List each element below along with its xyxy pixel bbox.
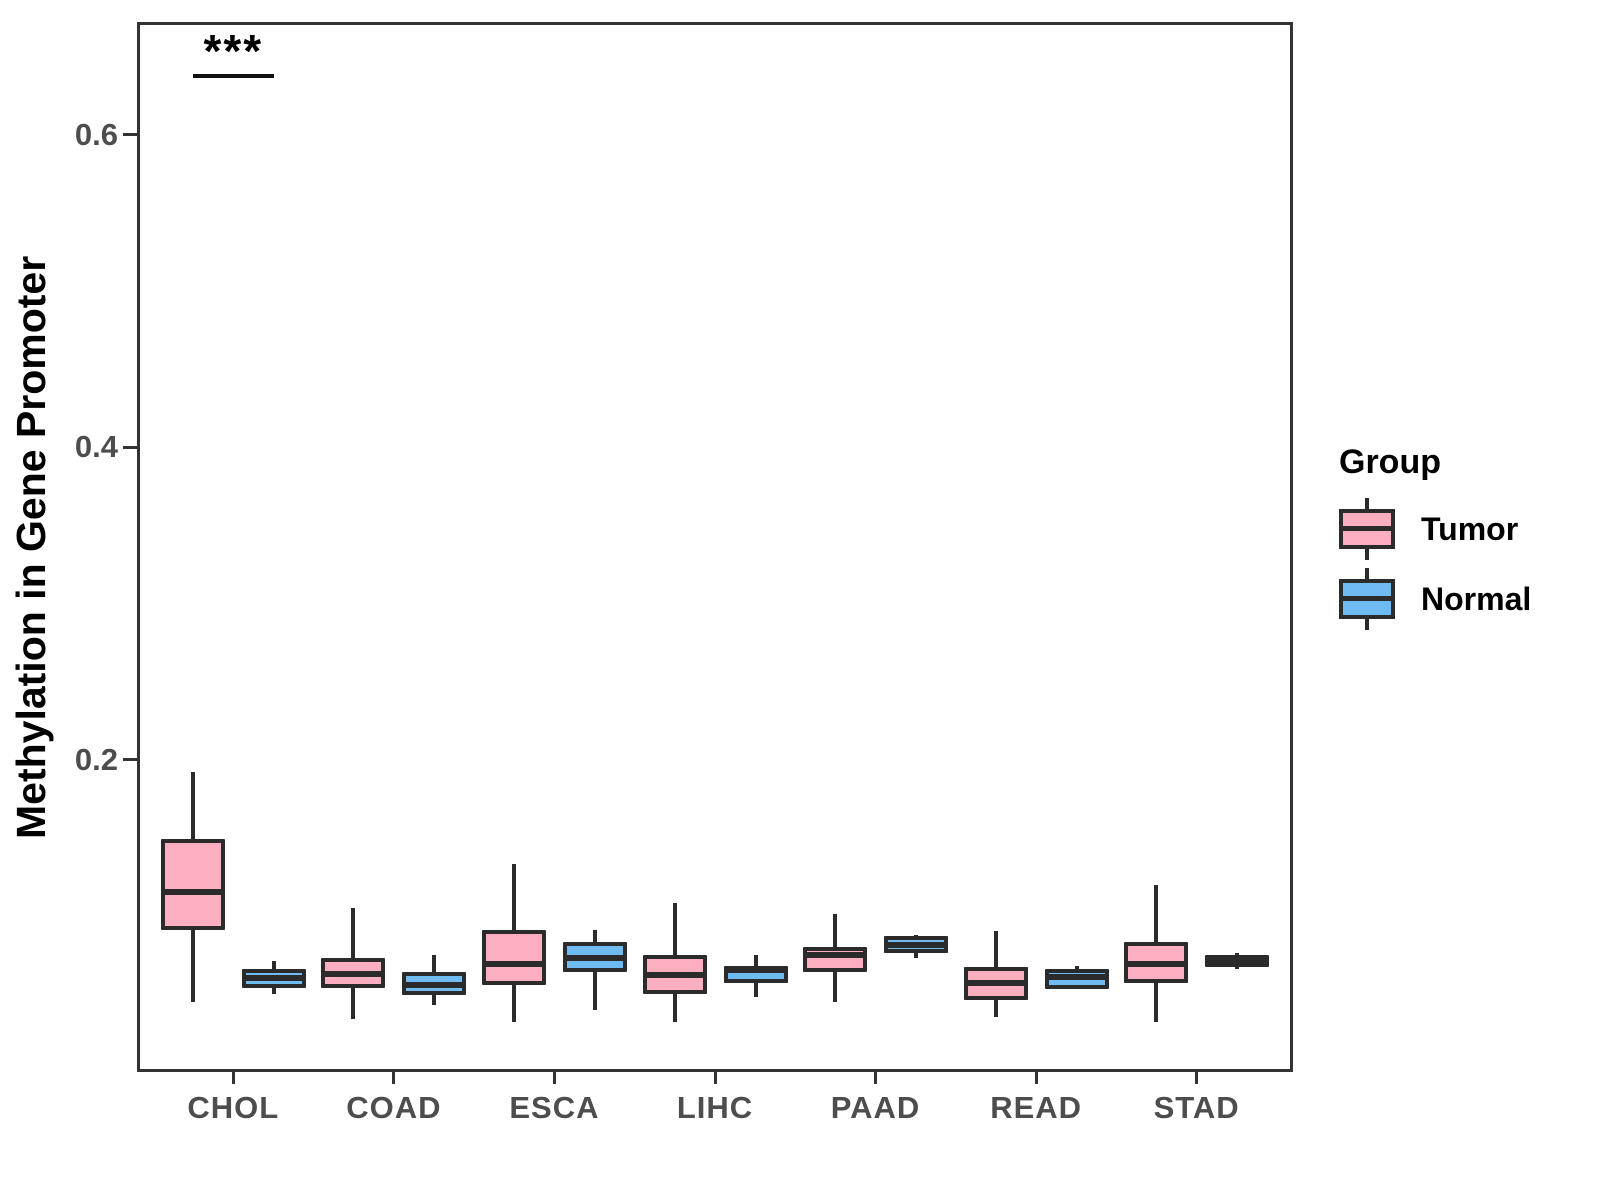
glyph-whisker bbox=[1365, 549, 1369, 560]
legend-label-normal: Normal bbox=[1421, 580, 1532, 617]
glyph-median bbox=[1339, 596, 1395, 601]
significance-bar bbox=[192, 73, 274, 78]
x-axis-tick-label: PAAD bbox=[830, 1090, 921, 1125]
box-median-line bbox=[723, 967, 788, 974]
x-axis-tick-mark bbox=[1034, 1072, 1038, 1084]
y-axis-title: Methylation in Gene Promoter bbox=[8, 255, 54, 839]
x-axis-tick-mark bbox=[231, 1072, 235, 1084]
x-axis-tick-mark bbox=[874, 1072, 878, 1084]
box-median-line bbox=[402, 981, 467, 988]
legend-title: Group bbox=[1339, 443, 1441, 481]
box-median-line bbox=[1205, 958, 1270, 965]
box-median-line bbox=[963, 979, 1028, 986]
legend-entry-normal: Normal bbox=[1337, 564, 1597, 634]
y-axis-tick-mark bbox=[123, 758, 137, 761]
y-axis-tick-mark bbox=[123, 133, 137, 136]
box-tumor-PAAD bbox=[803, 947, 868, 972]
box-median-line bbox=[642, 972, 707, 979]
glyph-whisker bbox=[1365, 568, 1369, 579]
box-median-line bbox=[803, 951, 868, 958]
boxplot-glyph-icon bbox=[1339, 498, 1395, 560]
box-median-line bbox=[481, 961, 546, 968]
box-median-line bbox=[1044, 973, 1109, 980]
glyph-whisker bbox=[1365, 619, 1369, 630]
significance-label: *** bbox=[203, 24, 264, 77]
box-tumor-ESCA bbox=[481, 929, 546, 985]
y-axis-tick-label: 0.6 bbox=[74, 116, 118, 152]
box-median-line bbox=[160, 889, 225, 896]
x-axis-tick-label: READ bbox=[990, 1090, 1083, 1125]
x-axis-tick-mark bbox=[392, 1072, 396, 1084]
x-axis-tick-label: STAD bbox=[1153, 1090, 1240, 1125]
x-axis-tick-mark bbox=[552, 1072, 556, 1084]
x-axis-tick-label: CHOL bbox=[187, 1090, 280, 1125]
x-axis-tick-label: ESCA bbox=[509, 1090, 600, 1125]
legend: Group Tumor Normal bbox=[1337, 443, 1597, 634]
x-axis-tick-mark bbox=[713, 1072, 717, 1084]
plot-panel bbox=[137, 22, 1293, 1072]
x-axis-tick-label: COAD bbox=[346, 1090, 442, 1125]
y-axis-tick-mark bbox=[123, 445, 137, 449]
x-axis-tick-label: LIHC bbox=[676, 1090, 754, 1125]
x-axis-tick-mark bbox=[1195, 1072, 1199, 1084]
legend-label-tumor: Tumor bbox=[1421, 510, 1519, 547]
glyph-median bbox=[1339, 526, 1395, 531]
box-tumor-CHOL bbox=[160, 839, 225, 930]
boxplot-glyph-icon bbox=[1339, 568, 1395, 630]
glyph-whisker bbox=[1365, 498, 1369, 509]
y-axis-tick-label: 0.4 bbox=[74, 429, 118, 464]
y-axis-tick-label: 0.2 bbox=[74, 741, 118, 777]
legend-entry-tumor: Tumor bbox=[1337, 494, 1597, 564]
box-median-line bbox=[1124, 961, 1189, 968]
box-median-line bbox=[241, 975, 306, 982]
box-median-line bbox=[321, 970, 386, 977]
box-median-line bbox=[884, 942, 949, 949]
box-median-line bbox=[562, 954, 627, 961]
